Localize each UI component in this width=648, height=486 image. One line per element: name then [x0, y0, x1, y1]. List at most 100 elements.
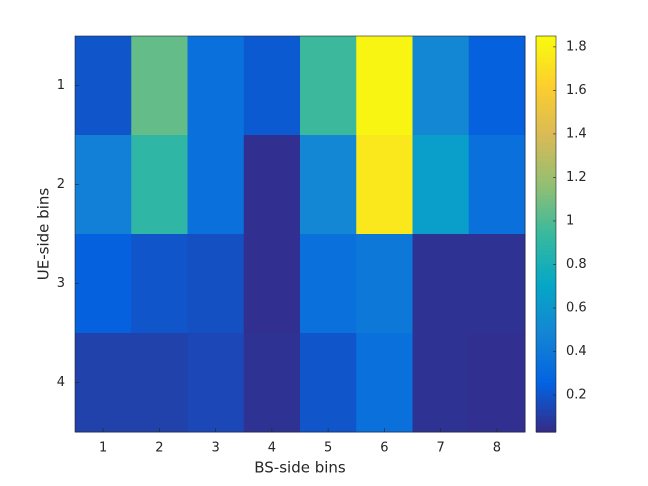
heatmap-cell: [131, 333, 188, 433]
heatmap-cell: [468, 36, 526, 136]
x-tick-label: 6: [380, 441, 388, 456]
colorbar-strip: [536, 121, 556, 126]
colorbar-strip: [536, 75, 556, 80]
colorbar-strip: [536, 329, 556, 334]
colorbar-strip: [536, 69, 556, 73]
colorbar-strip: [536, 59, 556, 63]
colorbar-strip: [536, 323, 556, 327]
heatmap-cell: [75, 234, 132, 334]
colorbar-strip: [536, 359, 556, 364]
colorbar-strip: [536, 177, 556, 182]
colorbar-strip: [536, 257, 556, 261]
colorbar-strip: [536, 49, 556, 54]
colorbar-strip: [536, 171, 556, 176]
colorbar-strip: [536, 234, 556, 238]
x-tick-label: 2: [155, 441, 163, 456]
colorbar-strip: [536, 131, 556, 136]
colorbar-strip: [536, 309, 556, 314]
colorbar-strip: [536, 148, 556, 153]
colorbar-strip: [536, 138, 556, 143]
colorbar-strip: [536, 276, 556, 281]
colorbar-strip: [536, 339, 556, 344]
y-tick-label: 4: [57, 375, 65, 390]
colorbar-strip: [536, 428, 556, 433]
colorbar-strip: [536, 194, 556, 199]
colorbar-strip: [536, 250, 556, 255]
colorbar-strip: [536, 389, 556, 393]
colorbar-tick-label: 0.6: [566, 300, 587, 315]
x-tick-label: 7: [436, 441, 444, 456]
colorbar-strip: [536, 191, 556, 195]
colorbar-strip: [536, 224, 556, 228]
heatmap-cell: [468, 333, 526, 433]
colorbar-strip: [536, 227, 556, 232]
x-tick-label: 3: [211, 441, 219, 456]
heatmap-cell: [356, 333, 413, 433]
colorbar-strip: [536, 164, 556, 169]
colorbar-strip: [536, 336, 556, 341]
heatmap-cell: [243, 135, 301, 235]
heatmap-cell: [131, 135, 188, 235]
colorbar-strip: [536, 42, 556, 47]
colorbar-tick-label: 0.8: [566, 257, 587, 272]
colorbar-strip: [536, 135, 556, 139]
colorbar-strip: [536, 342, 556, 347]
colorbar-strip: [536, 260, 556, 265]
colorbar-strip: [536, 154, 556, 159]
colorbar-strip: [536, 78, 556, 83]
colorbar-strip: [536, 326, 556, 331]
colorbar-strip: [536, 72, 556, 77]
colorbar-strip: [536, 425, 556, 430]
colorbar-strip: [536, 125, 556, 129]
heatmap-cell: [131, 234, 188, 334]
colorbar-strip: [536, 247, 556, 252]
colorbar-strip: [536, 369, 556, 374]
colorbar-strip: [536, 293, 556, 298]
colorbar-strip: [536, 412, 556, 417]
colorbar-strip: [536, 263, 556, 268]
heatmap-cell: [243, 234, 301, 334]
colorbar-strip: [536, 333, 556, 337]
colorbar-strip: [536, 118, 556, 123]
heatmap-cell: [75, 36, 132, 136]
colorbar-strip: [536, 65, 556, 70]
colorbar-frame: [535, 35, 557, 433]
colorbar-strip: [536, 108, 556, 113]
heatmap-cell: [300, 333, 357, 433]
colorbar-strip: [536, 174, 556, 179]
colorbar-strip: [536, 210, 556, 215]
colorbar-strip: [536, 316, 556, 321]
heatmap-cell: [187, 135, 245, 235]
heatmap-cell: [300, 135, 357, 235]
colorbar-strip: [536, 273, 556, 278]
colorbar-strip: [536, 290, 556, 294]
colorbar-strip: [536, 415, 556, 420]
colorbar-strip: [536, 214, 556, 219]
colorbar-strip: [536, 280, 556, 285]
colorbar-strip: [536, 36, 556, 40]
colorbar-strip: [536, 52, 556, 57]
heatmap-cell: [75, 333, 132, 433]
colorbar-strip: [536, 286, 556, 291]
colorbar-strip: [536, 300, 556, 304]
heatmap-cell: [300, 36, 357, 136]
colorbar-strip: [536, 408, 556, 413]
colorbar-tick-label: 0.2: [566, 388, 587, 403]
y-tick-label: 2: [57, 177, 65, 192]
y-tick-label: 3: [57, 276, 65, 291]
colorbar-strip: [536, 362, 556, 367]
colorbar-strip: [536, 385, 556, 390]
colorbar-tick-label: 1.4: [566, 126, 587, 141]
heatmap-cell: [412, 36, 470, 136]
colorbar-strip: [536, 366, 556, 370]
heatmap-cell: [187, 333, 245, 433]
heatmap-cell: [468, 234, 526, 334]
colorbar-strip: [536, 82, 556, 87]
colorbar-strip: [536, 187, 556, 192]
colorbar-strip: [536, 379, 556, 384]
colorbar-tick-label: 1.6: [566, 83, 587, 98]
colorbar-strip: [536, 55, 556, 60]
colorbar-strip: [536, 184, 556, 189]
heatmap-cell: [243, 36, 301, 136]
